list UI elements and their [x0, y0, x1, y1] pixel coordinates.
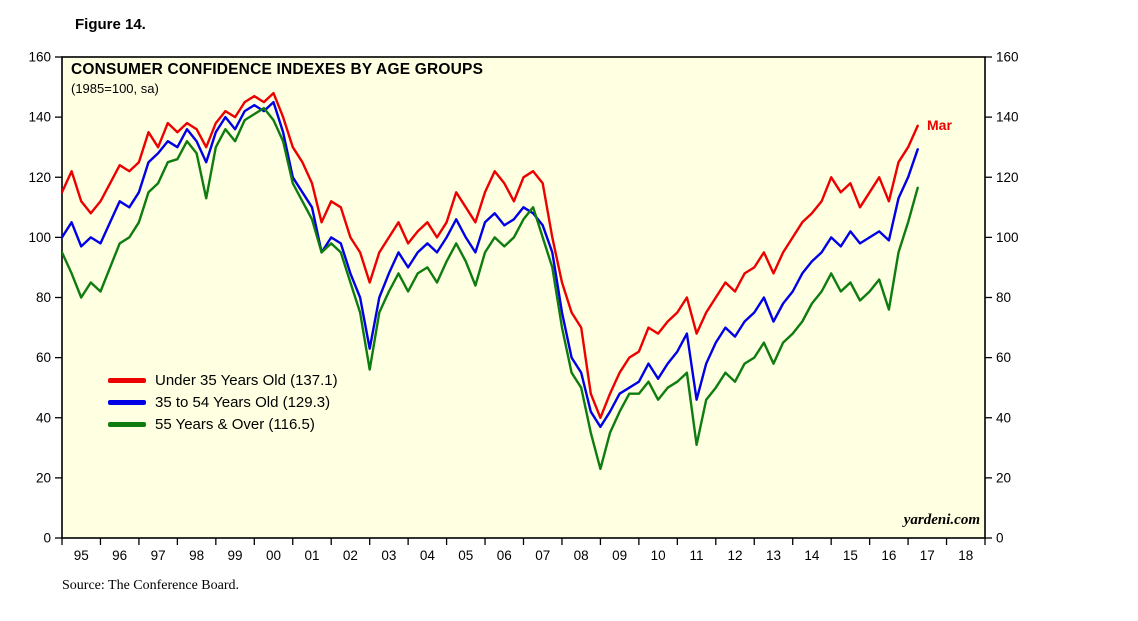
legend-item: 35 to 54 Years Old (129.3) [108, 391, 338, 413]
legend-swatch [108, 399, 146, 405]
y-axis-tick-label-right: 0 [996, 531, 1004, 546]
y-axis-tick-label-left: 60 [36, 350, 51, 365]
source-note: Source: The Conference Board. [62, 578, 240, 593]
annotation-mar: Mar [927, 117, 952, 133]
x-axis-tick-label: 07 [535, 548, 550, 563]
y-axis-tick-label-right: 60 [996, 350, 1011, 365]
y-axis-tick-label-left: 40 [36, 410, 51, 425]
y-axis-tick-label-right: 140 [996, 110, 1019, 125]
x-axis-tick-label: 18 [958, 548, 973, 563]
x-axis-tick-label: 00 [266, 548, 281, 563]
watermark: yardeni.com [903, 512, 980, 528]
plot-background [61, 56, 986, 539]
legend-swatch [108, 421, 146, 427]
legend: Under 35 Years Old (137.1) 35 to 54 Years… [108, 369, 338, 435]
y-axis-tick-label-left: 100 [28, 230, 51, 245]
x-axis-tick-label: 13 [766, 548, 781, 563]
chart-subtitle: (1985=100, sa) [71, 81, 159, 96]
legend-label: 55 Years & Over (116.5) [155, 415, 315, 433]
x-axis-tick-label: 16 [881, 548, 896, 563]
y-axis-tick-label-right: 40 [996, 410, 1011, 425]
legend-item: Under 35 Years Old (137.1) [108, 369, 338, 391]
legend-label: Under 35 Years Old (137.1) [155, 371, 338, 389]
y-axis-tick-label-right: 120 [996, 170, 1019, 185]
chart-title: CONSUMER CONFIDENCE INDEXES BY AGE GROUP… [71, 61, 484, 78]
x-axis-tick-label: 99 [228, 548, 243, 563]
x-axis-tick-label: 17 [920, 548, 935, 563]
legend-swatch [108, 377, 146, 383]
x-axis-tick-label: 09 [612, 548, 627, 563]
x-axis-tick-label: 14 [804, 548, 820, 563]
x-axis-tick-label: 01 [304, 548, 319, 563]
y-axis-tick-label-right: 100 [996, 230, 1019, 245]
y-axis-tick-label-left: 20 [36, 470, 51, 485]
x-axis-tick-label: 03 [381, 548, 396, 563]
x-axis-tick-label: 10 [651, 548, 666, 563]
legend-item: 55 Years & Over (116.5) [108, 413, 338, 435]
series-line-2 [62, 106, 919, 471]
series-group [62, 91, 919, 471]
y-axis-tick-label-left: 120 [28, 170, 51, 185]
y-axis-tick-label-right: 160 [996, 50, 1019, 65]
x-axis-tick-label: 05 [458, 548, 473, 563]
x-axis-tick-label: 04 [420, 548, 436, 563]
x-axis-tick-label: 12 [728, 548, 743, 563]
y-axis-tick-label-left: 0 [43, 531, 51, 546]
x-axis-tick-label: 11 [690, 548, 704, 563]
series-line-0 [62, 91, 919, 419]
y-axis-tick-label-left: 160 [28, 50, 51, 65]
series-line-1 [62, 100, 919, 428]
figure-label: Figure 14. [75, 16, 146, 33]
x-axis-tick-label: 98 [189, 548, 204, 563]
y-axis-tick-label-left: 80 [36, 290, 51, 305]
legend-label: 35 to 54 Years Old (129.3) [155, 393, 331, 411]
y-axis-tick-label-right: 20 [996, 470, 1011, 485]
x-axis-tick-label: 02 [343, 548, 358, 563]
x-axis-tick-label: 15 [843, 548, 858, 563]
y-axis-tick-label-left: 140 [28, 110, 51, 125]
y-axis-tick-label-right: 80 [996, 290, 1011, 305]
x-axis-tick-label: 95 [74, 548, 89, 563]
x-axis-tick-label: 97 [151, 548, 166, 563]
x-axis-tick-label: 96 [112, 548, 127, 563]
x-axis-tick-label: 08 [574, 548, 589, 563]
x-axis-tick-label: 06 [497, 548, 512, 563]
